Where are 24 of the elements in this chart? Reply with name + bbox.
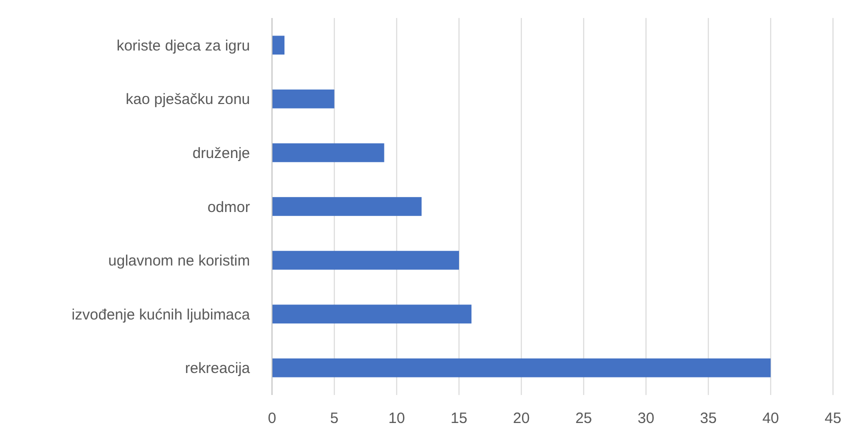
x-tick-label: 25 (575, 410, 592, 427)
bar (272, 197, 422, 216)
y-tick-label: izvođenje kućnih ljubimaca (72, 306, 251, 324)
y-tick-label: rekreacija (184, 360, 251, 378)
bar (272, 143, 384, 162)
x-tick-label: 30 (638, 410, 654, 427)
bar (272, 36, 284, 55)
y-tick-label: koriste djeca za igru (116, 37, 250, 54)
bar (272, 358, 771, 378)
x-tick-label: 0 (268, 410, 276, 427)
bar (272, 304, 472, 324)
x-tick-label: 15 (450, 410, 468, 427)
y-tick-label: druženje (192, 144, 250, 162)
bar (272, 90, 334, 108)
y-tick-label: kao pješačku zonu (126, 91, 250, 108)
y-tick-label: odmor (207, 198, 250, 216)
x-tick-label: 45 (824, 410, 842, 427)
x-tick-label: 20 (512, 410, 530, 427)
x-tick-label: 35 (700, 410, 717, 427)
bar (272, 250, 459, 270)
x-tick-label: 40 (762, 410, 780, 427)
y-tick-label: uglavnom ne koristim (108, 252, 250, 270)
x-tick-label: 5 (330, 410, 339, 427)
x-tick-label: 10 (388, 410, 406, 427)
